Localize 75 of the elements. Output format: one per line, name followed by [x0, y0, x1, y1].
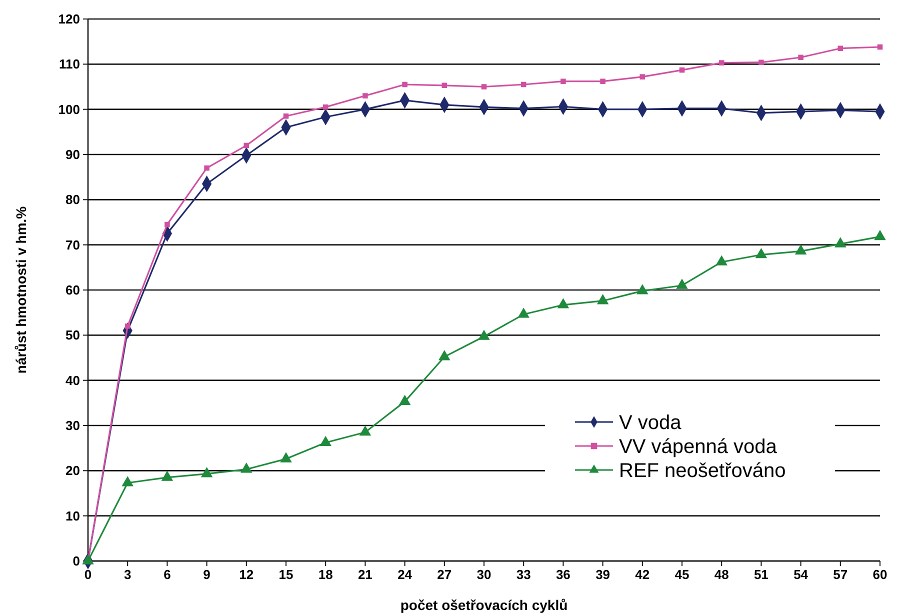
point — [718, 60, 724, 66]
x-axis-title: počet ošetřovacích cyklů — [400, 597, 568, 613]
point — [518, 308, 530, 318]
x-tick-label: 6 — [164, 567, 171, 582]
point — [240, 462, 252, 473]
point — [600, 78, 606, 84]
point — [755, 248, 768, 258]
point — [676, 278, 688, 289]
y-tick-label: 120 — [58, 12, 80, 27]
point — [640, 74, 646, 80]
x-tick-label: 30 — [476, 567, 492, 582]
x-tick-label: 15 — [278, 567, 294, 582]
x-tick-label: 54 — [794, 567, 809, 582]
x-tick-label: 27 — [437, 567, 452, 582]
point — [82, 554, 94, 564]
point — [838, 46, 844, 52]
x-tick-label: 48 — [714, 567, 729, 582]
y-tick-label: 110 — [59, 56, 80, 72]
point — [124, 323, 130, 329]
x-tick-label: 12 — [239, 567, 254, 582]
y-tick-label: 0 — [72, 554, 80, 569]
y-tick-label: 10 — [66, 508, 80, 524]
y-tick-label: 60 — [66, 282, 80, 298]
y-tick-label: 40 — [66, 372, 80, 388]
point — [362, 93, 368, 98]
y-tick-label: 20 — [66, 463, 80, 478]
y-axis-title: nárůst hmotnosti v hm.% — [13, 206, 29, 374]
x-tick-label: 0 — [84, 567, 92, 582]
legend-label: REF neošetřováno — [619, 460, 786, 482]
y-tick-label: 90 — [66, 147, 80, 162]
y-tick-label: 70 — [66, 237, 80, 252]
point — [280, 452, 292, 462]
x-tick-label: 9 — [203, 567, 210, 582]
point — [442, 82, 448, 88]
x-tick-label: 24 — [398, 567, 413, 582]
x-tick-label: 36 — [556, 567, 570, 582]
point — [560, 78, 566, 84]
point — [794, 244, 807, 255]
x-tick-label: 42 — [635, 567, 650, 582]
x-tick-label: 45 — [674, 567, 690, 582]
point — [283, 113, 289, 119]
point — [204, 165, 210, 171]
point — [164, 222, 170, 228]
legend-label: V voda — [619, 412, 682, 434]
y-tick-label: 30 — [66, 418, 80, 434]
point — [320, 436, 332, 446]
point — [478, 330, 490, 340]
y-tick-label: 50 — [66, 328, 80, 343]
y-tick-label: 80 — [66, 192, 80, 208]
x-tick-label: 51 — [754, 567, 768, 582]
point — [798, 54, 804, 60]
point — [122, 476, 134, 486]
point — [161, 470, 174, 481]
x-tick-label: 60 — [872, 567, 888, 582]
x-tick-label: 57 — [833, 567, 848, 582]
point — [481, 84, 487, 90]
x-tick-label: 18 — [318, 567, 333, 582]
point — [596, 294, 609, 304]
x-tick-label: 33 — [516, 567, 531, 582]
x-tick-label: 3 — [124, 567, 132, 582]
point — [874, 230, 886, 240]
y-tick-label: 100 — [58, 102, 80, 117]
point — [438, 350, 450, 360]
point — [758, 60, 764, 66]
point — [716, 255, 728, 266]
point — [636, 284, 648, 294]
point — [359, 425, 372, 436]
x-tick-label: 21 — [358, 567, 372, 582]
point — [200, 467, 213, 478]
x-tick-label: 39 — [596, 567, 610, 582]
point — [398, 394, 411, 405]
point — [834, 237, 846, 248]
point — [557, 298, 570, 308]
point — [402, 82, 408, 88]
legend-label: VV vápenná voda — [619, 436, 778, 458]
